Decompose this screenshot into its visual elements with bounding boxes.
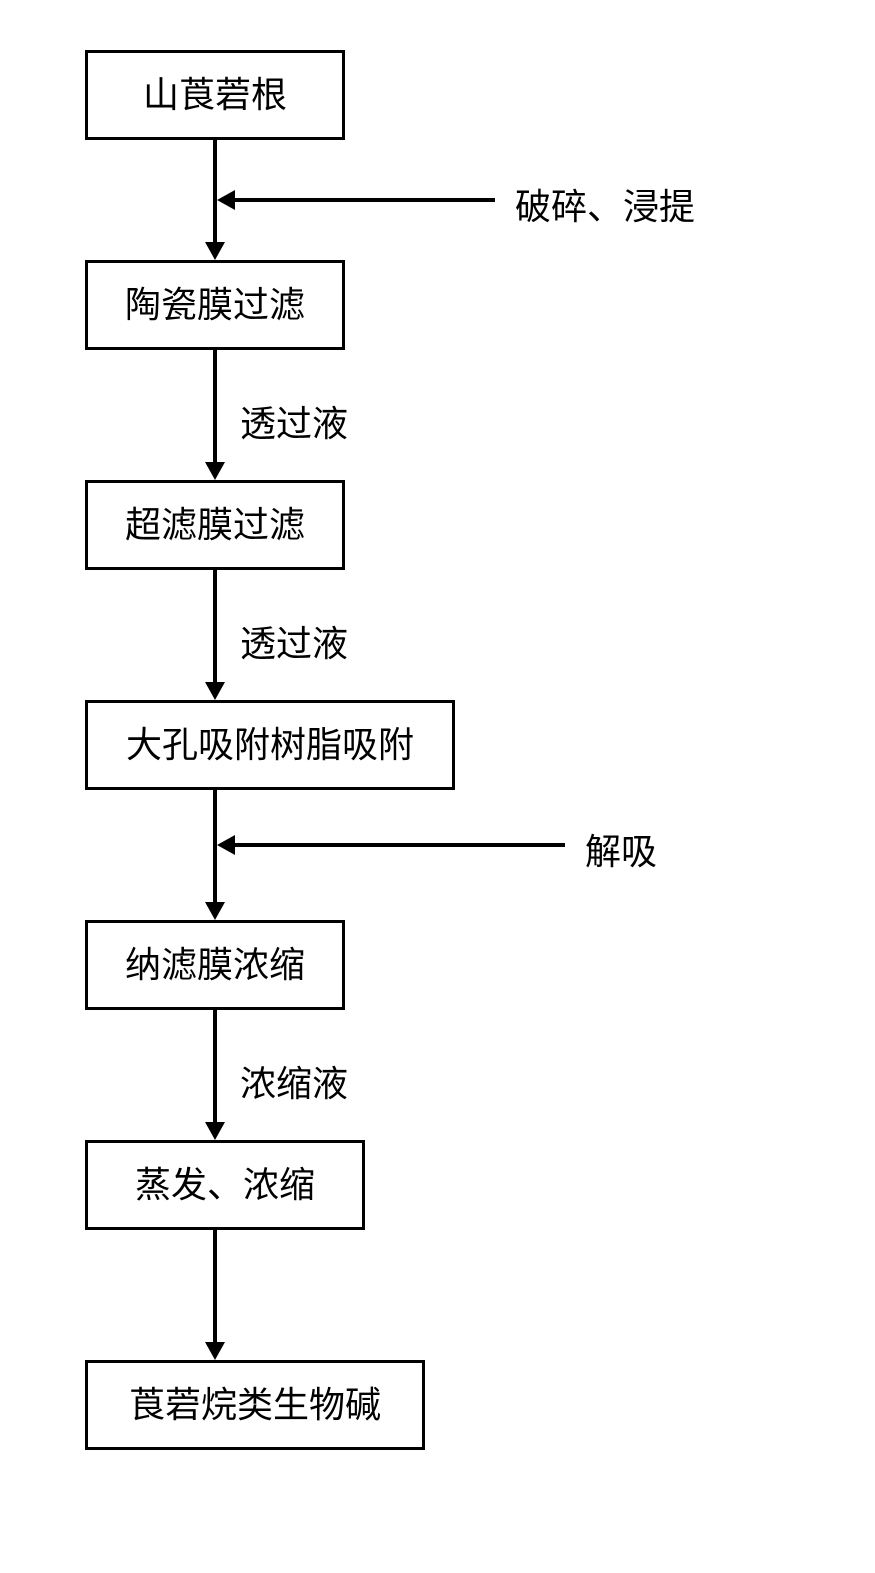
arrow-head [205,462,225,480]
side-arrow-head [217,835,235,855]
side-arrow-line [235,843,565,847]
node-root: 山莨菪根 [85,50,345,140]
edge-label-concentrate: 浓缩液 [240,1055,348,1107]
side-arrow-head [217,190,235,210]
arrow-line [213,570,217,682]
arrow-head [205,902,225,920]
arrow-head [205,242,225,260]
node-ceramic-filter: 陶瓷膜过滤 [85,260,345,350]
arrow-head [205,1122,225,1140]
node-label: 陶瓷膜过滤 [125,282,305,329]
node-nanofiltration: 纳滤膜浓缩 [85,920,345,1010]
edge-label-permeate-1: 透过液 [240,395,348,447]
side-label-desorption: 解吸 [585,823,657,875]
arrow-line [213,350,217,462]
node-label: 山莨菪根 [143,72,287,119]
node-label: 大孔吸附树脂吸附 [126,722,414,769]
node-ultrafiltration: 超滤膜过滤 [85,480,345,570]
node-evaporate: 蒸发、浓缩 [85,1140,365,1230]
node-label: 超滤膜过滤 [125,502,305,549]
arrow-head [205,682,225,700]
node-label: 纳滤膜浓缩 [125,942,305,989]
node-label: 莨菪烷类生物碱 [129,1382,381,1429]
arrow-line [213,1010,217,1122]
node-resin-adsorption: 大孔吸附树脂吸附 [85,700,455,790]
node-product: 莨菪烷类生物碱 [85,1360,425,1450]
arrow-head [205,1342,225,1360]
side-arrow-line [235,198,495,202]
side-label-crush-extract: 破碎、浸提 [515,178,695,230]
arrow-line [213,1230,217,1342]
node-label: 蒸发、浓缩 [135,1162,315,1209]
edge-label-permeate-2: 透过液 [240,615,348,667]
